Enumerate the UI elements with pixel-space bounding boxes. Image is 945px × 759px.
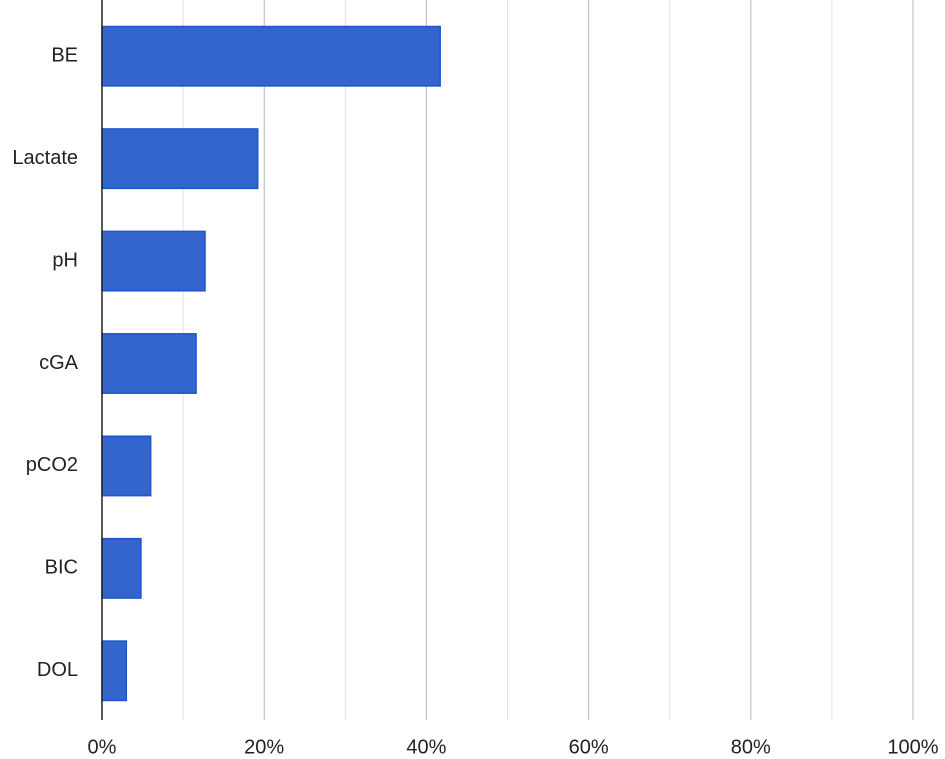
- bar: [101, 25, 441, 87]
- y-tick-label: pCO2: [26, 454, 78, 476]
- y-tick-label: BIC: [45, 557, 78, 579]
- y-tick-label: Lactate: [12, 147, 78, 169]
- x-tick-label: 100%: [887, 736, 938, 758]
- x-tick-label: 40%: [406, 736, 446, 758]
- y-tick-label: pH: [52, 249, 78, 271]
- bar: [101, 333, 197, 394]
- bar: [101, 537, 142, 599]
- bar: [101, 128, 259, 190]
- x-tick-label: 20%: [244, 736, 284, 758]
- x-tick-label: 60%: [569, 736, 609, 758]
- bar: [101, 230, 206, 292]
- bar: [101, 435, 152, 497]
- bar: [101, 640, 128, 702]
- x-tick-label: 0%: [88, 736, 117, 758]
- y-tick-label: BE: [51, 44, 78, 66]
- x-tick-label: 80%: [731, 736, 771, 758]
- y-tick-label: cGA: [39, 352, 79, 374]
- y-tick-label: DOL: [37, 659, 78, 681]
